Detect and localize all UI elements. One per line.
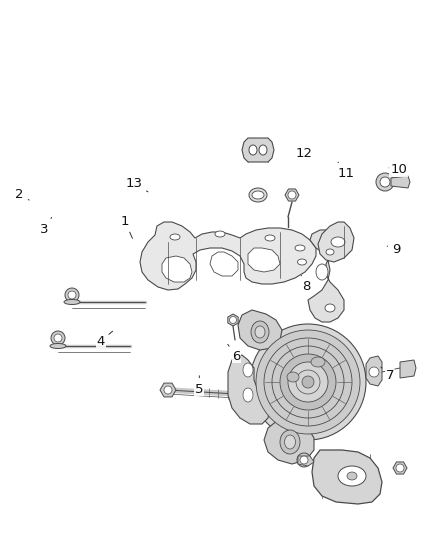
Ellipse shape (331, 237, 345, 247)
Polygon shape (312, 450, 382, 504)
Polygon shape (318, 222, 354, 262)
Polygon shape (298, 456, 314, 466)
Ellipse shape (64, 300, 80, 304)
Ellipse shape (255, 326, 265, 338)
Polygon shape (400, 360, 416, 378)
Text: 1: 1 (120, 215, 132, 238)
Polygon shape (228, 314, 238, 326)
Ellipse shape (338, 466, 366, 486)
Polygon shape (228, 355, 270, 424)
Ellipse shape (243, 363, 253, 377)
Text: 13: 13 (125, 177, 148, 192)
Circle shape (68, 291, 76, 299)
Ellipse shape (243, 388, 253, 402)
Polygon shape (162, 256, 192, 282)
Text: 3: 3 (39, 217, 52, 236)
Text: 7: 7 (381, 367, 394, 382)
Ellipse shape (252, 191, 264, 199)
Ellipse shape (170, 234, 180, 240)
Polygon shape (140, 222, 316, 290)
Ellipse shape (287, 372, 299, 382)
Text: 4: 4 (96, 331, 113, 348)
Ellipse shape (259, 145, 267, 155)
Polygon shape (160, 383, 176, 397)
Circle shape (230, 317, 237, 324)
Ellipse shape (316, 264, 328, 280)
Circle shape (302, 376, 314, 388)
Polygon shape (210, 252, 238, 276)
Ellipse shape (326, 249, 334, 255)
Text: 11: 11 (338, 162, 354, 180)
Text: 8: 8 (301, 276, 311, 293)
Circle shape (65, 288, 79, 302)
Ellipse shape (297, 259, 307, 265)
Polygon shape (393, 462, 407, 474)
Circle shape (376, 173, 394, 191)
Circle shape (250, 324, 366, 440)
Text: 12: 12 (296, 147, 313, 160)
Ellipse shape (325, 304, 335, 312)
Circle shape (256, 330, 360, 434)
Polygon shape (391, 176, 410, 188)
Ellipse shape (311, 357, 325, 367)
Ellipse shape (251, 321, 269, 343)
Polygon shape (308, 230, 344, 322)
Polygon shape (264, 420, 314, 464)
Polygon shape (238, 310, 282, 350)
Ellipse shape (295, 245, 305, 251)
Polygon shape (248, 248, 280, 272)
Circle shape (300, 456, 308, 464)
Circle shape (288, 191, 296, 199)
Text: 5: 5 (195, 376, 204, 395)
Text: 6: 6 (228, 344, 241, 362)
Ellipse shape (249, 188, 267, 202)
Circle shape (369, 367, 379, 377)
Circle shape (280, 354, 336, 410)
Text: 2: 2 (15, 188, 29, 201)
Ellipse shape (249, 145, 257, 155)
Ellipse shape (265, 235, 275, 241)
Polygon shape (242, 138, 274, 162)
Circle shape (288, 362, 328, 402)
Text: 9: 9 (387, 243, 401, 256)
Ellipse shape (280, 430, 300, 454)
Ellipse shape (285, 435, 296, 449)
Ellipse shape (347, 472, 357, 480)
Circle shape (380, 177, 390, 187)
Circle shape (54, 334, 62, 342)
Ellipse shape (215, 231, 225, 237)
Circle shape (51, 331, 65, 345)
Ellipse shape (50, 343, 66, 349)
Polygon shape (366, 356, 382, 386)
Circle shape (297, 453, 311, 467)
Circle shape (164, 386, 172, 394)
Text: 10: 10 (389, 163, 407, 176)
Circle shape (396, 464, 404, 472)
Polygon shape (285, 189, 299, 201)
